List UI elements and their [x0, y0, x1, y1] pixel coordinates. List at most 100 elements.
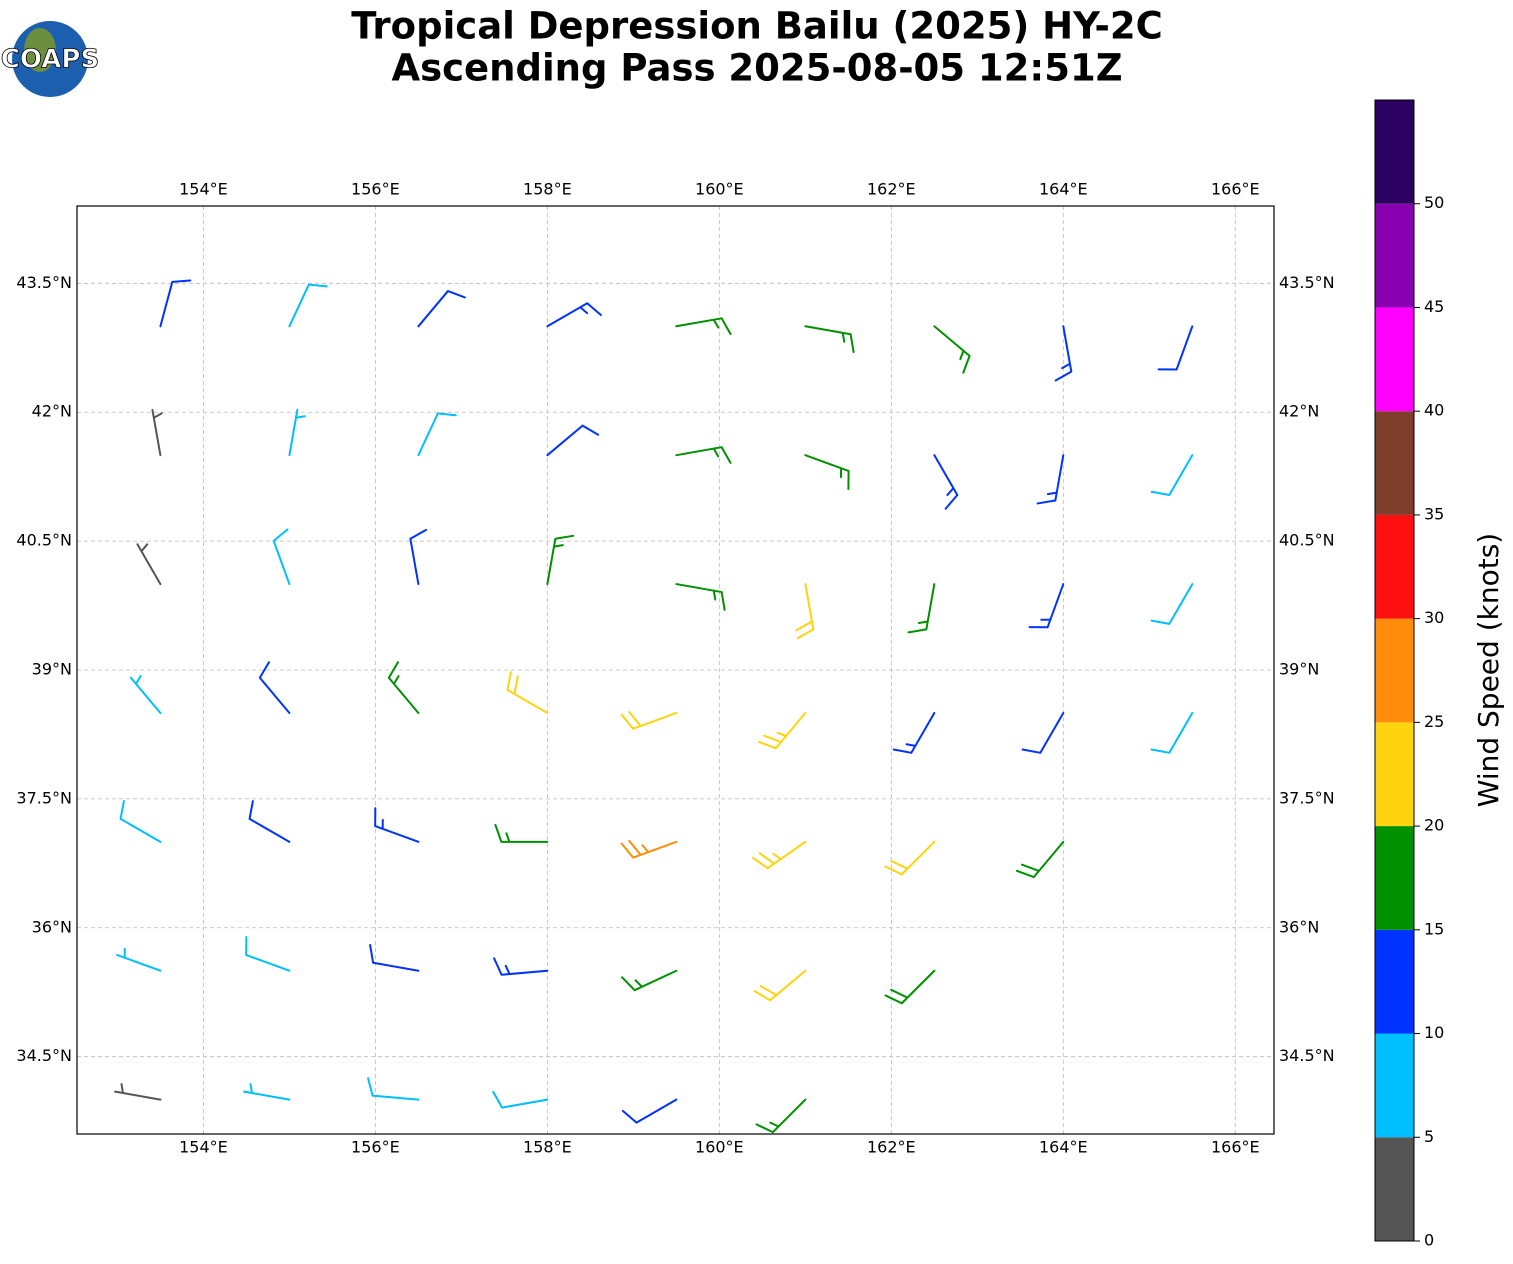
wind-barb [620, 839, 678, 859]
wind-barb [288, 283, 328, 328]
wind-barb [409, 528, 428, 586]
x-tick-label: 160°E [695, 1138, 744, 1157]
wind-barb [620, 711, 678, 730]
y-tick-label: 36°N [1279, 917, 1319, 936]
colorbar-segment [1375, 1137, 1414, 1241]
y-tick-label: 34.5°N [1279, 1046, 1335, 1065]
y-tick-label: 39°N [32, 660, 72, 679]
y-tick-label: 36°N [32, 917, 72, 936]
x-tick-label: 158°E [523, 1138, 572, 1157]
wind-barb [1054, 325, 1073, 382]
wind-barb [119, 800, 162, 843]
chart-subtitle: Ascending Pass 2025-08-05 12:51Z [391, 47, 1122, 90]
logo-text: COAPS [1, 45, 99, 75]
colorbar-tick-label: 0 [1424, 1231, 1434, 1250]
wind-barb [1150, 583, 1194, 625]
colorbar-segment [1375, 929, 1414, 1034]
wind-barb [114, 1083, 162, 1101]
colorbar-segment [1375, 307, 1414, 412]
wind-barb [675, 446, 732, 464]
wind-barb [546, 534, 575, 586]
wind-barb [795, 583, 815, 640]
wind-barb [1028, 583, 1065, 629]
colorbar-segment [1375, 100, 1414, 204]
colorbar-segment [1375, 618, 1414, 723]
y-tick-label: 37.5°N [1279, 788, 1335, 807]
colorbar-segment [1375, 203, 1414, 308]
wind-barb [675, 317, 732, 336]
wind-barb [129, 675, 162, 714]
colorbar-tick-label: 20 [1424, 816, 1444, 835]
wind-barb [1015, 840, 1065, 879]
colorbar-tick-label: 5 [1424, 1127, 1434, 1146]
y-tick-label: 43.5°N [16, 273, 72, 292]
y-tick-label: 43.5°N [1279, 273, 1335, 292]
colorbar-tick-label: 10 [1424, 1023, 1444, 1042]
wind-barb [884, 969, 936, 1005]
colorbar-tick-label: 30 [1424, 608, 1444, 627]
wind-barb [258, 661, 291, 714]
colorbar-segment [1375, 411, 1414, 515]
y-tick-label: 37.5°N [16, 788, 72, 807]
wind-barb [933, 454, 959, 510]
wind-barb [1021, 711, 1065, 754]
wind-barb [804, 325, 855, 354]
wind-barb [245, 935, 291, 972]
x-tick-label: 158°E [523, 180, 572, 199]
wind-barb [159, 279, 192, 328]
colorbar-tick-label: 45 [1424, 297, 1444, 316]
wind-barb [369, 943, 420, 972]
wind-barb [892, 711, 936, 754]
y-tick-label: 42°N [32, 402, 72, 421]
wind-barb [367, 1077, 420, 1101]
y-tick-label: 42°N [1279, 402, 1319, 421]
wind-barb [494, 823, 549, 843]
wind-barb [755, 1098, 807, 1134]
wind-barb [1157, 325, 1194, 371]
chart-title: Tropical Depression Bailu (2025) HY-2C [351, 5, 1163, 48]
wind-barb [546, 424, 600, 457]
wind-barb [933, 325, 971, 374]
x-tick-label: 156°E [351, 1138, 400, 1157]
colorbar-tick-label: 40 [1424, 401, 1444, 420]
y-tick-label: 40.5°N [16, 531, 72, 550]
map-frame [76, 205, 1275, 1135]
colorbar-frame [1374, 99, 1415, 1242]
colorbar-segment [1375, 514, 1414, 619]
map [77, 206, 1274, 1134]
wind-barb [1036, 454, 1065, 505]
colorbar-label: Wind Speed (knots) [1472, 533, 1505, 807]
wind-barb [493, 957, 549, 976]
wind-barb [884, 840, 936, 876]
colorbar-tick-label: 50 [1424, 193, 1444, 212]
wind-barb [621, 969, 678, 992]
wind-barb [248, 800, 291, 843]
wind-barb [136, 543, 162, 586]
wind-barb [151, 408, 163, 457]
x-tick-label: 154°E [179, 180, 228, 199]
colorbar-tick-label: 15 [1424, 919, 1444, 938]
x-tick-label: 162°E [867, 180, 916, 199]
x-tick-label: 166°E [1211, 180, 1260, 199]
wind-barb [417, 290, 466, 328]
logo: COAPS [0, 21, 100, 97]
colorbar-segment [1375, 1033, 1414, 1138]
colorbar-segment [1375, 826, 1414, 930]
wind-barb [753, 969, 807, 1002]
wind-barb [621, 1098, 678, 1124]
x-tick-label: 156°E [351, 180, 400, 199]
wind-barb [243, 1083, 291, 1101]
wind-barb [272, 528, 291, 586]
x-tick-label: 164°E [1039, 1138, 1088, 1157]
y-tick-label: 40.5°N [1279, 531, 1335, 550]
wind-barb [804, 454, 850, 490]
y-tick-label: 34.5°N [16, 1046, 72, 1065]
wind-barb [546, 302, 602, 328]
wind-barb [492, 1090, 549, 1109]
wind-barb [417, 412, 457, 457]
wind-barb [374, 807, 420, 843]
wind-barb [675, 583, 726, 611]
x-tick-label: 162°E [867, 1138, 916, 1157]
colorbar: 0 5 10 15 20 25 30 35 40 45 50 [1374, 99, 1444, 1250]
